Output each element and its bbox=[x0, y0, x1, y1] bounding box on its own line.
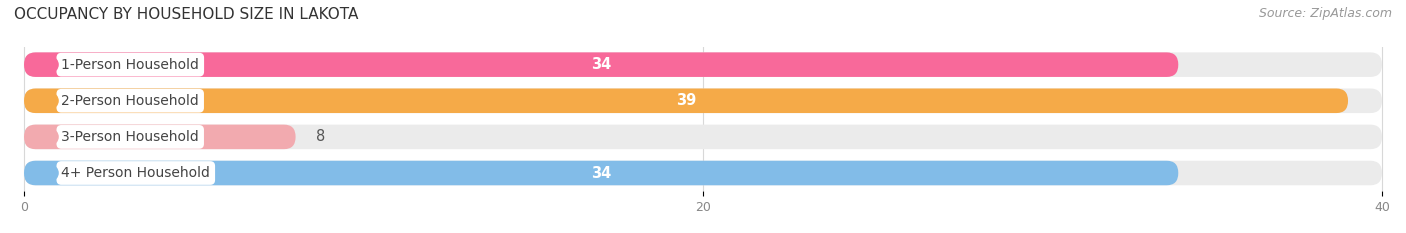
Text: 34: 34 bbox=[591, 57, 612, 72]
Circle shape bbox=[44, 130, 58, 144]
Text: 4+ Person Household: 4+ Person Household bbox=[62, 166, 211, 180]
Circle shape bbox=[44, 57, 58, 72]
FancyBboxPatch shape bbox=[24, 161, 1382, 185]
Circle shape bbox=[44, 93, 58, 108]
FancyBboxPatch shape bbox=[24, 161, 1178, 185]
FancyBboxPatch shape bbox=[24, 89, 1348, 113]
Text: OCCUPANCY BY HOUSEHOLD SIZE IN LAKOTA: OCCUPANCY BY HOUSEHOLD SIZE IN LAKOTA bbox=[14, 7, 359, 22]
FancyBboxPatch shape bbox=[24, 125, 295, 149]
Text: 3-Person Household: 3-Person Household bbox=[62, 130, 200, 144]
Text: 8: 8 bbox=[316, 129, 325, 144]
Text: 2-Person Household: 2-Person Household bbox=[62, 94, 200, 108]
Circle shape bbox=[44, 166, 58, 180]
Text: 39: 39 bbox=[676, 93, 696, 108]
FancyBboxPatch shape bbox=[24, 52, 1382, 77]
Text: 1-Person Household: 1-Person Household bbox=[62, 58, 200, 72]
Text: 34: 34 bbox=[591, 165, 612, 181]
FancyBboxPatch shape bbox=[24, 125, 1382, 149]
Text: Source: ZipAtlas.com: Source: ZipAtlas.com bbox=[1258, 7, 1392, 20]
FancyBboxPatch shape bbox=[24, 89, 1382, 113]
FancyBboxPatch shape bbox=[24, 52, 1178, 77]
